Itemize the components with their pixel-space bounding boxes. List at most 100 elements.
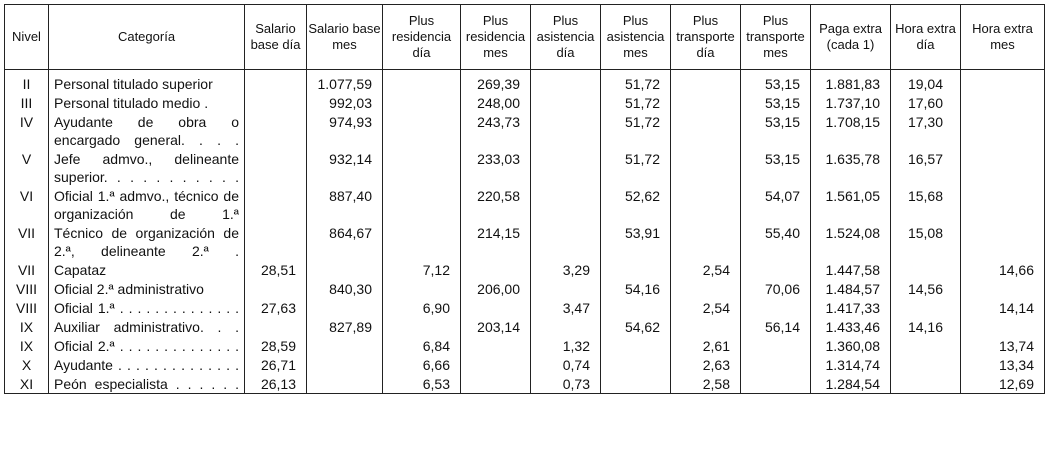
cell-salario-base-dia: 28,59: [244, 336, 307, 355]
cell-plus-asistencia-dia: [530, 112, 601, 149]
cell-plus-transporte-mes: 70,06: [740, 279, 811, 298]
cell-categoria: Oficial 2.ª . . . . . . . . . . . . . .: [48, 336, 245, 355]
cell-plus-transporte-mes: 53,15: [740, 149, 811, 186]
table-row: VIII Oficial 1.ª . . . . . . . . . . . . …: [4, 298, 1045, 317]
cell-plus-residencia-dia: [382, 112, 461, 149]
cell-plus-transporte-dia: [670, 279, 741, 298]
cell-hora-extra-dia: [890, 355, 961, 374]
cell-plus-transporte-mes: [740, 260, 811, 279]
cell-nivel: IX: [4, 317, 49, 336]
cell-salario-base-dia: [244, 93, 307, 112]
cell-plus-residencia-dia: [382, 223, 461, 260]
column-header-plus-residencia-mes: Plus residencia mes: [460, 4, 531, 70]
cell-paga-extra: 1.284,54: [810, 374, 891, 394]
cell-salario-base-dia: [244, 149, 307, 186]
cell-paga-extra: 1.433,46: [810, 317, 891, 336]
cell-plus-transporte-mes: [740, 355, 811, 374]
cell-plus-residencia-mes: 214,15: [460, 223, 531, 260]
table-row: IV Ayudante de obra o encargado general. …: [4, 112, 1045, 149]
cell-nivel: IV: [4, 112, 49, 149]
cell-plus-residencia-mes: 243,73: [460, 112, 531, 149]
cell-plus-asistencia-mes: 51,72: [600, 112, 671, 149]
cell-paga-extra: 1.447,58: [810, 260, 891, 279]
cell-hora-extra-mes: 12,69: [960, 374, 1045, 394]
cell-plus-transporte-dia: [670, 112, 741, 149]
cell-plus-residencia-mes: [460, 355, 531, 374]
cell-salario-base-mes: [306, 260, 383, 279]
header-row: Nivel Categoría Salario base día Salario ba…: [4, 4, 1045, 70]
cell-salario-base-mes: [306, 355, 383, 374]
cell-nivel: XI: [4, 374, 49, 394]
table-row: XI Peón especialista . . . . . . 26,13 6,53…: [4, 374, 1045, 394]
cell-hora-extra-dia: 17,60: [890, 93, 961, 112]
cell-categoria: Oficial 2.ª administrativo: [48, 279, 245, 298]
cell-hora-extra-mes: [960, 112, 1045, 149]
cell-salario-base-mes: [306, 336, 383, 355]
table-row: VI Oficial 1.ª admvo., técnico de organiz…: [4, 186, 1045, 223]
cell-salario-base-mes: 864,67: [306, 223, 383, 260]
cell-plus-residencia-dia: 6,90: [382, 298, 461, 317]
cell-paga-extra: 1.561,05: [810, 186, 891, 223]
cell-nivel: VI: [4, 186, 49, 223]
cell-plus-asistencia-dia: [530, 279, 601, 298]
column-header-categoria: Categoría: [48, 4, 245, 70]
table-row: II Personal titulado superior 1.077,59 269,…: [4, 69, 1045, 93]
cell-plus-asistencia-mes: [600, 298, 671, 317]
cell-categoria: Técnico de organización de 2.ª, delinean…: [48, 223, 245, 260]
cell-salario-base-dia: [244, 69, 307, 93]
cell-categoria: Auxiliar administrativo. . .: [48, 317, 245, 336]
cell-hora-extra-dia: [890, 336, 961, 355]
cell-hora-extra-dia: 14,16: [890, 317, 961, 336]
cell-plus-transporte-mes: [740, 374, 811, 394]
cell-hora-extra-mes: [960, 223, 1045, 260]
cell-salario-base-mes: 887,40: [306, 186, 383, 223]
cell-hora-extra-dia: 15,08: [890, 223, 961, 260]
cell-nivel: IX: [4, 336, 49, 355]
cell-paga-extra: 1.635,78: [810, 149, 891, 186]
cell-plus-asistencia-mes: [600, 355, 671, 374]
cell-plus-asistencia-mes: [600, 260, 671, 279]
cell-hora-extra-dia: 16,57: [890, 149, 961, 186]
column-header-plus-asistencia-mes: Plus asistencia mes: [600, 4, 671, 70]
cell-plus-transporte-mes: 53,15: [740, 93, 811, 112]
cell-plus-transporte-dia: [670, 149, 741, 186]
column-header-plus-transporte-mes: Plus transporte mes: [740, 4, 811, 70]
cell-plus-transporte-dia: 2,61: [670, 336, 741, 355]
cell-plus-residencia-mes: 220,58: [460, 186, 531, 223]
cell-categoria: Oficial 1.ª admvo., técnico de organizac…: [48, 186, 245, 223]
cell-hora-extra-dia: [890, 298, 961, 317]
table-body: II Personal titulado superior 1.077,59 269,…: [4, 69, 1045, 394]
table-row: VIII Oficial 2.ª administrativo 840,30 206,…: [4, 279, 1045, 298]
salary-table-container: Nivel Categoría Salario base día Salario ba…: [4, 4, 1045, 394]
cell-hora-extra-dia: [890, 260, 961, 279]
cell-hora-extra-dia: 19,04: [890, 69, 961, 93]
cell-plus-transporte-dia: 2,54: [670, 298, 741, 317]
cell-plus-transporte-mes: [740, 298, 811, 317]
cell-plus-transporte-dia: [670, 93, 741, 112]
cell-hora-extra-mes: 14,66: [960, 260, 1045, 279]
cell-nivel: V: [4, 149, 49, 186]
cell-salario-base-dia: [244, 112, 307, 149]
cell-nivel: VII: [4, 260, 49, 279]
cell-plus-asistencia-dia: [530, 223, 601, 260]
cell-salario-base-dia: 27,63: [244, 298, 307, 317]
cell-plus-transporte-mes: 56,14: [740, 317, 811, 336]
cell-paga-extra: 1.881,83: [810, 69, 891, 93]
cell-salario-base-dia: [244, 186, 307, 223]
cell-categoria: Oficial 1.ª . . . . . . . . . . . . . .: [48, 298, 245, 317]
cell-categoria: Capataz: [48, 260, 245, 279]
cell-hora-extra-mes: [960, 186, 1045, 223]
table-row: X Ayudante . . . . . . . . . . . . . . 26,…: [4, 355, 1045, 374]
cell-nivel: VIII: [4, 279, 49, 298]
cell-plus-asistencia-dia: 3,47: [530, 298, 601, 317]
cell-salario-base-dia: 28,51: [244, 260, 307, 279]
cell-salario-base-mes: 1.077,59: [306, 69, 383, 93]
cell-nivel: X: [4, 355, 49, 374]
column-header-nivel: Nivel: [4, 4, 49, 70]
column-header-salario-base-dia: Salario base día: [244, 4, 307, 70]
cell-plus-residencia-mes: [460, 374, 531, 394]
cell-plus-asistencia-dia: 0,73: [530, 374, 601, 394]
cell-plus-asistencia-mes: 52,62: [600, 186, 671, 223]
cell-categoria: Personal titulado superior: [48, 69, 245, 93]
cell-nivel: VII: [4, 223, 49, 260]
